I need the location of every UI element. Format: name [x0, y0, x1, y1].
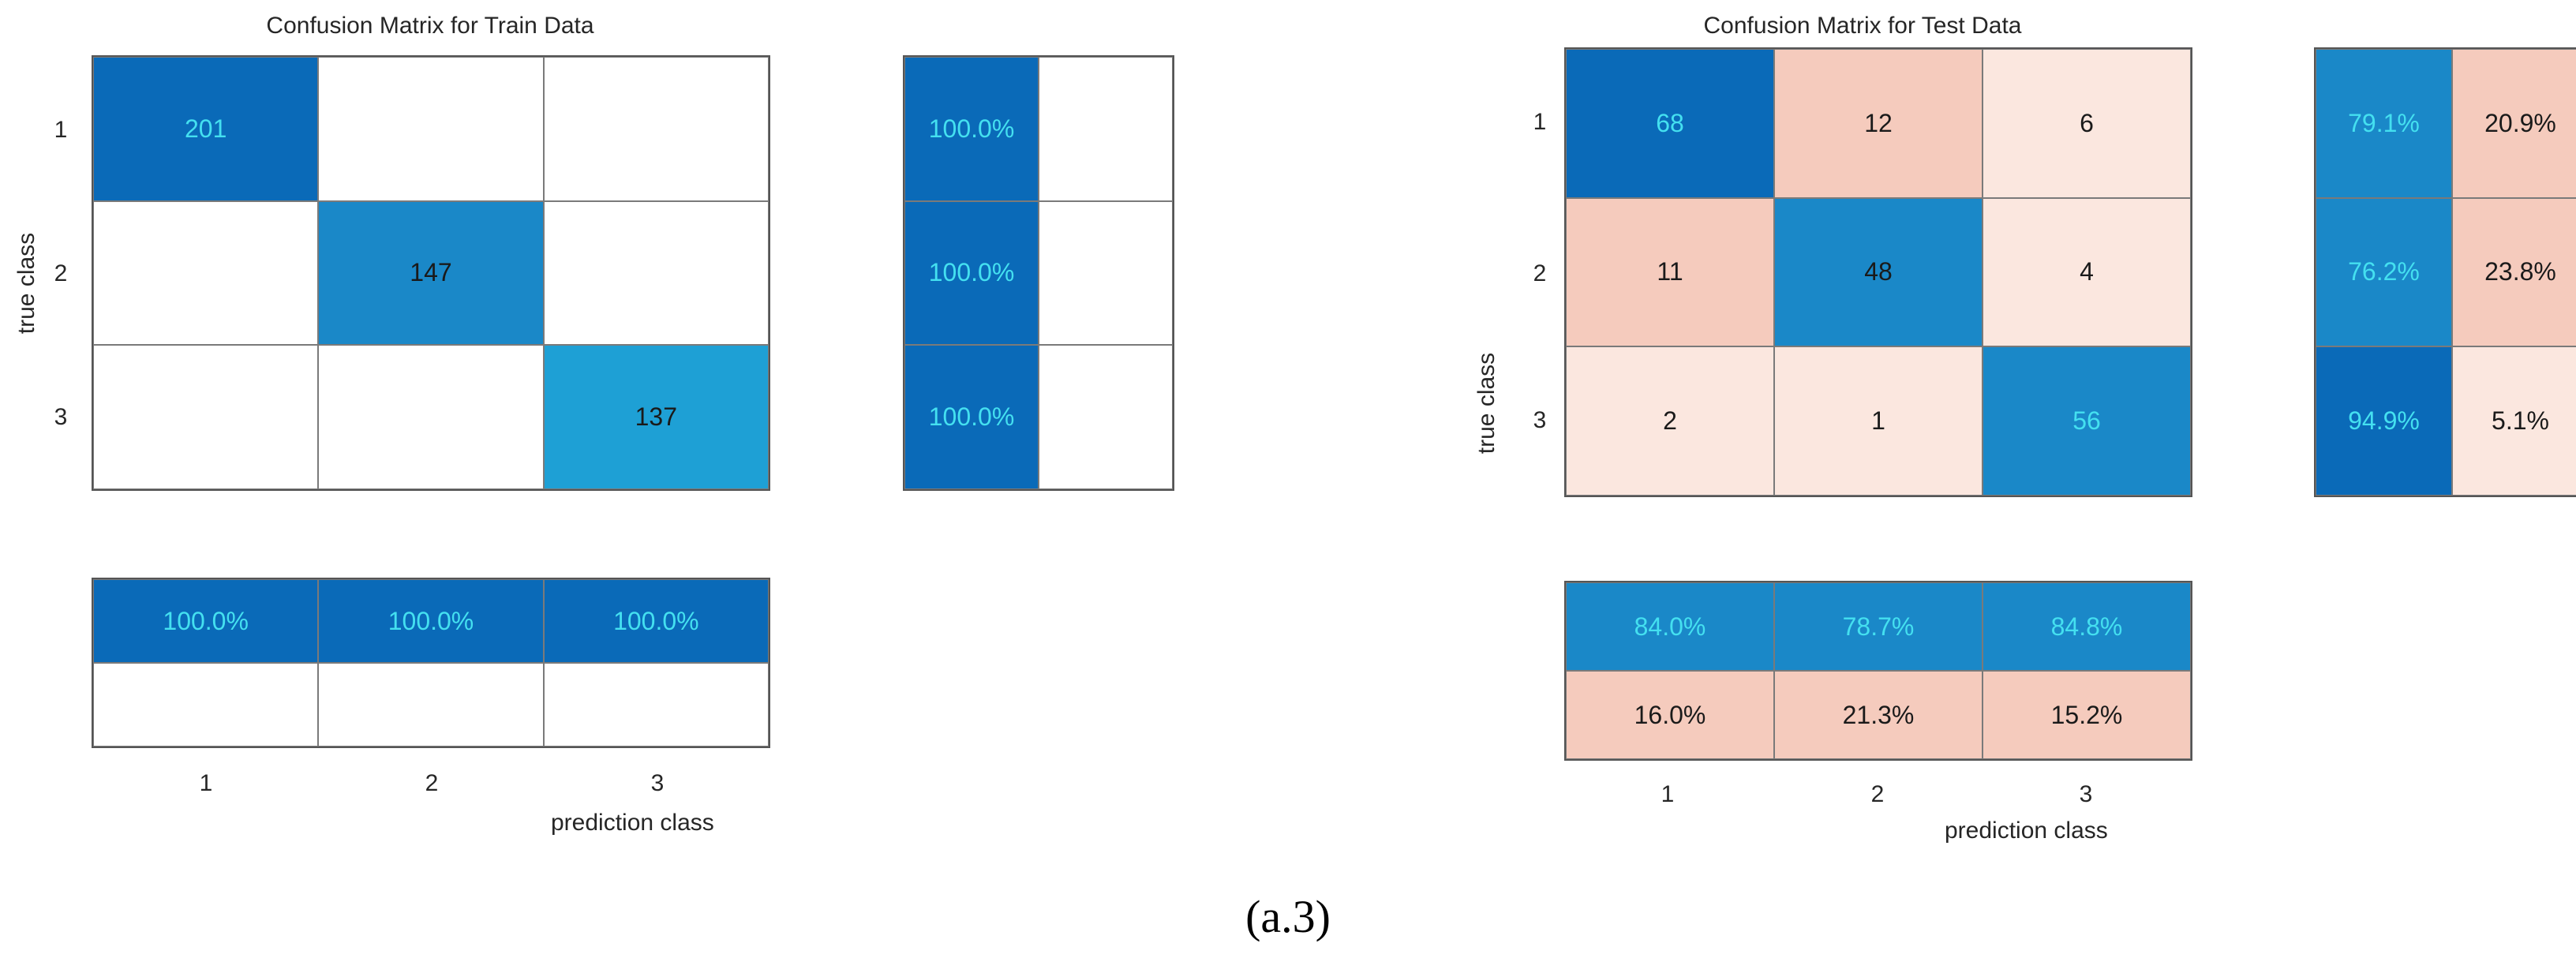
row-summary-cell-r1c1: 100.0% [904, 57, 1039, 201]
chart-title: Confusion Matrix for Train Data [266, 13, 594, 39]
x-axis-label: prediction class [1945, 818, 2108, 844]
chart-title: Confusion Matrix for Test Data [1703, 13, 2022, 39]
column-summary-cell-r2c3: 15.2% [1983, 671, 2191, 759]
y-tick-1: 1 [54, 117, 68, 143]
matrix-cell-r2c2: 48 [1774, 197, 1983, 347]
x-tick-1: 1 [199, 770, 213, 796]
matrix-cell-r3c2: 1 [1774, 346, 1983, 496]
row-summary-cell-r2c2: 23.8% [2452, 197, 2576, 347]
matrix-cell-r1c1: 68 [1566, 49, 1774, 198]
column-summary-cell-r2c2: 21.3% [1774, 671, 1983, 759]
matrix-cell-r2c1 [93, 200, 319, 346]
row-summary-cell-r1c2 [1039, 57, 1173, 201]
y-tick-2: 2 [54, 260, 68, 286]
row-summary-cell-r3c1: 100.0% [904, 345, 1039, 489]
test-matrix: 68 12 6 11 48 4 2 1 56 [1564, 47, 2192, 497]
matrix-cell-r2c3 [543, 200, 769, 346]
row-summary-cell-r2c1: 76.2% [2316, 197, 2452, 347]
x-tick-3: 3 [650, 770, 665, 796]
matrix-cell-r1c3 [543, 57, 769, 201]
matrix-cell-r1c2 [318, 57, 544, 201]
column-summary-cell-r2c3 [543, 663, 769, 747]
x-axis-label: prediction class [551, 810, 714, 836]
matrix-cell-r1c1: 201 [93, 57, 319, 201]
y-tick-3: 3 [1533, 407, 1547, 433]
column-summary-cell-r1c1: 100.0% [93, 579, 319, 663]
test-column-summary: 84.0% 78.7% 84.8% 16.0% 21.3% 15.2% [1564, 581, 2192, 761]
row-summary-cell-r2c1: 100.0% [904, 200, 1039, 346]
y-tick-1: 1 [1533, 109, 1547, 135]
row-summary-cell-r2c2 [1039, 200, 1173, 346]
row-summary-cell-r3c2 [1039, 345, 1173, 489]
matrix-cell-r1c2: 12 [1774, 49, 1983, 198]
x-tick-1: 1 [1661, 781, 1675, 807]
x-tick-2: 2 [425, 770, 439, 796]
column-summary-cell-r2c2 [318, 663, 544, 747]
matrix-cell-r3c3: 137 [543, 345, 769, 489]
figure-caption: (a.3) [1245, 891, 1331, 942]
matrix-cell-r3c1 [93, 345, 319, 489]
column-summary-cell-r1c2: 78.7% [1774, 582, 1983, 671]
row-summary-cell-r3c1: 94.9% [2316, 346, 2452, 496]
train-matrix: 201 147 137 [92, 55, 770, 491]
train-column-summary: 100.0% 100.0% 100.0% [92, 578, 770, 748]
column-summary-cell-r2c1 [93, 663, 319, 747]
y-tick-3: 3 [54, 404, 68, 430]
train-row-summary: 100.0% 100.0% 100.0% [903, 55, 1174, 491]
matrix-cell-r3c3: 56 [1983, 346, 2191, 496]
column-summary-cell-r1c2: 100.0% [318, 579, 544, 663]
matrix-cell-r1c3: 6 [1983, 49, 2191, 198]
y-axis-label: true class [1473, 352, 1500, 455]
column-summary-cell-r2c1: 16.0% [1566, 671, 1774, 759]
matrix-cell-r2c2: 147 [318, 200, 544, 346]
matrix-cell-r3c2 [318, 345, 544, 489]
test-row-summary: 79.1% 20.9% 76.2% 23.8% 94.9% 5.1% [2314, 47, 2576, 497]
matrix-cell-r2c3: 4 [1983, 197, 2191, 347]
y-tick-2: 2 [1533, 260, 1547, 286]
column-summary-cell-r1c1: 84.0% [1566, 582, 1774, 671]
x-tick-2: 2 [1870, 781, 1885, 807]
matrix-cell-r2c1: 11 [1566, 197, 1774, 347]
column-summary-cell-r1c3: 100.0% [543, 579, 769, 663]
x-tick-3: 3 [2079, 781, 2093, 807]
row-summary-cell-r1c1: 79.1% [2316, 49, 2452, 198]
y-axis-label: true class [13, 232, 39, 335]
row-summary-cell-r1c2: 20.9% [2452, 49, 2576, 198]
matrix-cell-r3c1: 2 [1566, 346, 1774, 496]
column-summary-cell-r1c3: 84.8% [1983, 582, 2191, 671]
row-summary-cell-r3c2: 5.1% [2452, 346, 2576, 496]
